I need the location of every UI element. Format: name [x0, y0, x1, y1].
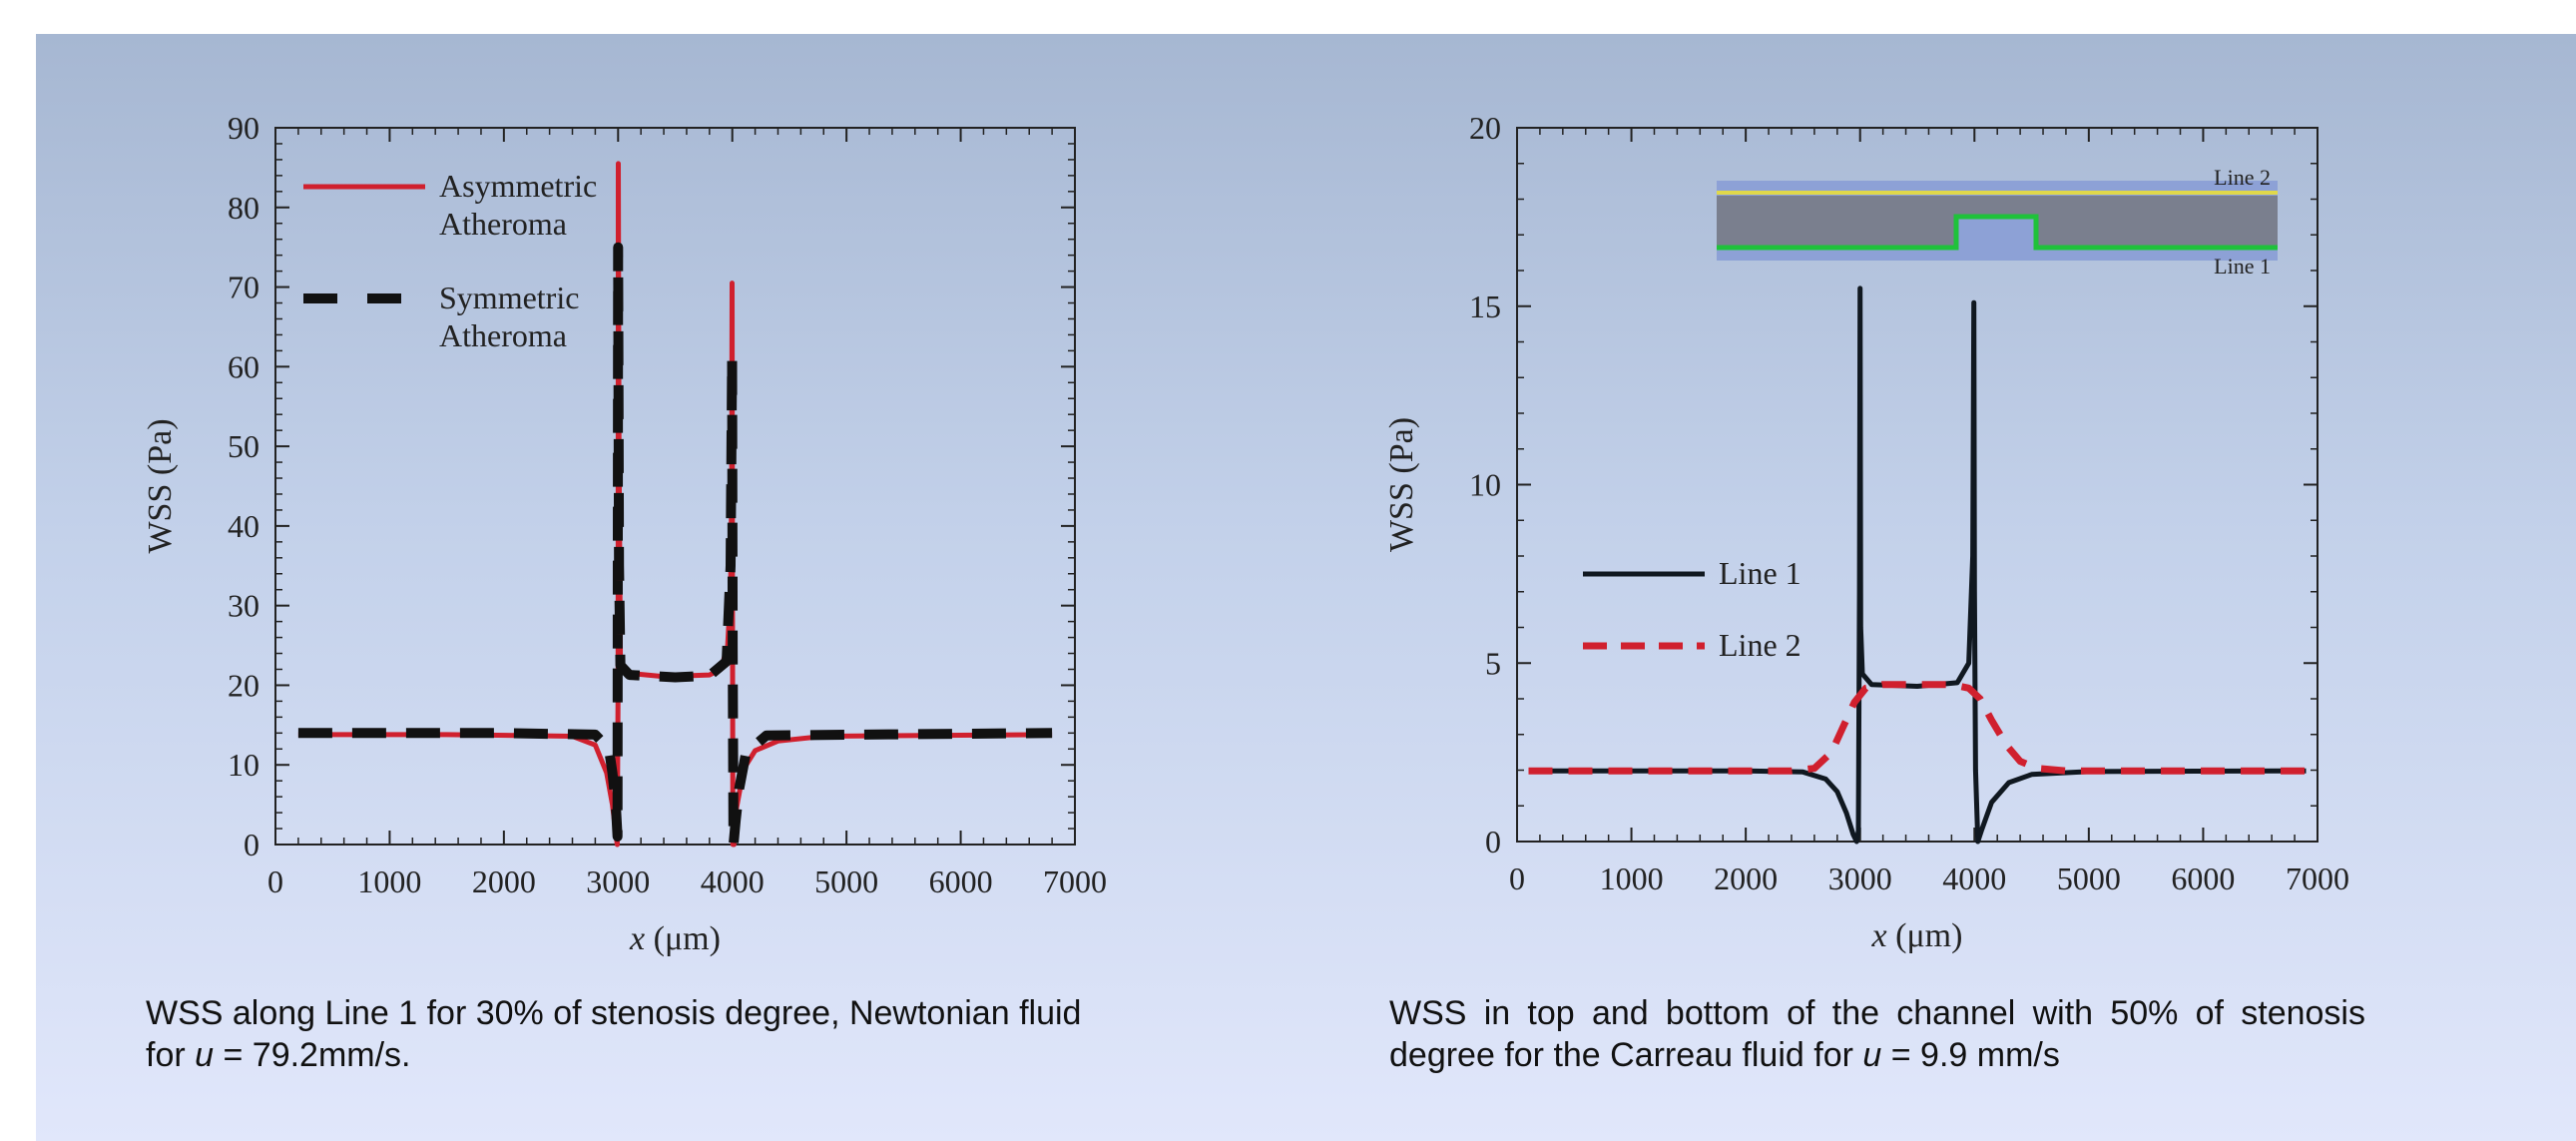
series-line-0 [1528, 285, 2307, 845]
inset-label-line-1: Line 1 [2214, 254, 2271, 279]
x-tick-label: 7000 [2286, 860, 2349, 896]
x-axis-label-var: x [629, 920, 645, 957]
x-tick-label: 4000 [1942, 860, 2006, 896]
caption-left-var: u [195, 1036, 215, 1074]
y-tick-label: 80 [228, 190, 259, 226]
y-tick-label: 10 [228, 747, 259, 783]
y-tick-label: 0 [1485, 824, 1501, 859]
inset-stenosis [1956, 217, 2036, 248]
x-tick-label: 7000 [1043, 863, 1107, 899]
y-tick-label: 90 [228, 110, 259, 146]
x-tick-label: 2000 [472, 863, 536, 899]
legend-label-1: Atheroma [439, 317, 567, 353]
legend-label-0: Asymmetric [439, 168, 597, 204]
x-axis-label-unit: (μm) [645, 920, 721, 957]
x-tick-label: 1000 [357, 863, 421, 899]
x-axis-label: x (μm) [629, 920, 721, 957]
y-tick-label: 0 [244, 827, 259, 862]
caption-left-post: = 79.2mm/s. [214, 1036, 411, 1074]
series-line-0 [297, 161, 1053, 848]
x-tick-label: 0 [1509, 860, 1525, 896]
caption-right-var: u [1862, 1036, 1882, 1074]
x-tick-label: 2000 [1714, 860, 1778, 896]
chart-0: 0 1000 2000 3000 4000 5000 6000 7000 0 10 20 30 40 50… [142, 110, 1107, 957]
series-line-1 [1528, 681, 2307, 775]
channel-inset: Line 2 Line 1 [1717, 165, 2278, 279]
y-tick-label: 5 [1485, 645, 1501, 681]
y-tick-label: 15 [1469, 288, 1501, 324]
x-axis-label: x (μm) [1871, 917, 1963, 954]
caption-right-post: = 9.9 mm/s [1881, 1036, 2060, 1074]
y-tick-label: 70 [228, 270, 259, 305]
caption-right-pre: WSS in top and bottom of the channel wit… [1389, 994, 2365, 1074]
y-tick-label: 10 [1469, 467, 1501, 503]
chart-1: 0 1000 2000 3000 4000 5000 6000 7000 0 5 10 15 20 x (… [1383, 110, 2349, 954]
x-tick-label: 1000 [1600, 860, 1664, 896]
x-tick-label: 4000 [701, 863, 765, 899]
x-axis-label-var: x [1871, 917, 1887, 954]
legend-label-0: Atheroma [439, 206, 567, 242]
x-tick-label: 3000 [1828, 860, 1892, 896]
y-tick-label: 20 [1469, 110, 1501, 146]
plot-frame [274, 127, 1076, 846]
y-tick-label: 20 [228, 667, 259, 703]
x-tick-label: 3000 [586, 863, 650, 899]
y-axis-label: WSS (Pa) [1383, 417, 1420, 552]
caption-left-pre: WSS along Line 1 for 30% of stenosis deg… [146, 994, 1082, 1074]
y-tick-label: 60 [228, 348, 259, 384]
y-tick-label: 50 [228, 428, 259, 464]
x-axis-label-unit: (μm) [1887, 917, 1963, 954]
legend-label-0: Line 1 [1719, 555, 1802, 591]
legend-label-1: Symmetric [439, 280, 579, 315]
x-tick-label: 6000 [2171, 860, 2235, 896]
caption-left: WSS along Line 1 for 30% of stenosis deg… [146, 992, 1119, 1076]
caption-right: WSS in top and bottom of the channel wit… [1389, 992, 2365, 1076]
y-tick-label: 30 [228, 588, 259, 624]
legend-label-1: Line 2 [1719, 627, 1802, 663]
y-tick-label: 40 [228, 508, 259, 544]
x-tick-label: 5000 [2057, 860, 2121, 896]
x-tick-label: 5000 [814, 863, 878, 899]
y-axis-label: WSS (Pa) [142, 418, 179, 553]
inset-line-1 [1717, 214, 2278, 251]
series-line-1 [297, 242, 1053, 850]
inset-label-line-2: Line 2 [2214, 165, 2271, 190]
x-tick-label: 0 [267, 863, 283, 899]
x-tick-label: 6000 [929, 863, 993, 899]
